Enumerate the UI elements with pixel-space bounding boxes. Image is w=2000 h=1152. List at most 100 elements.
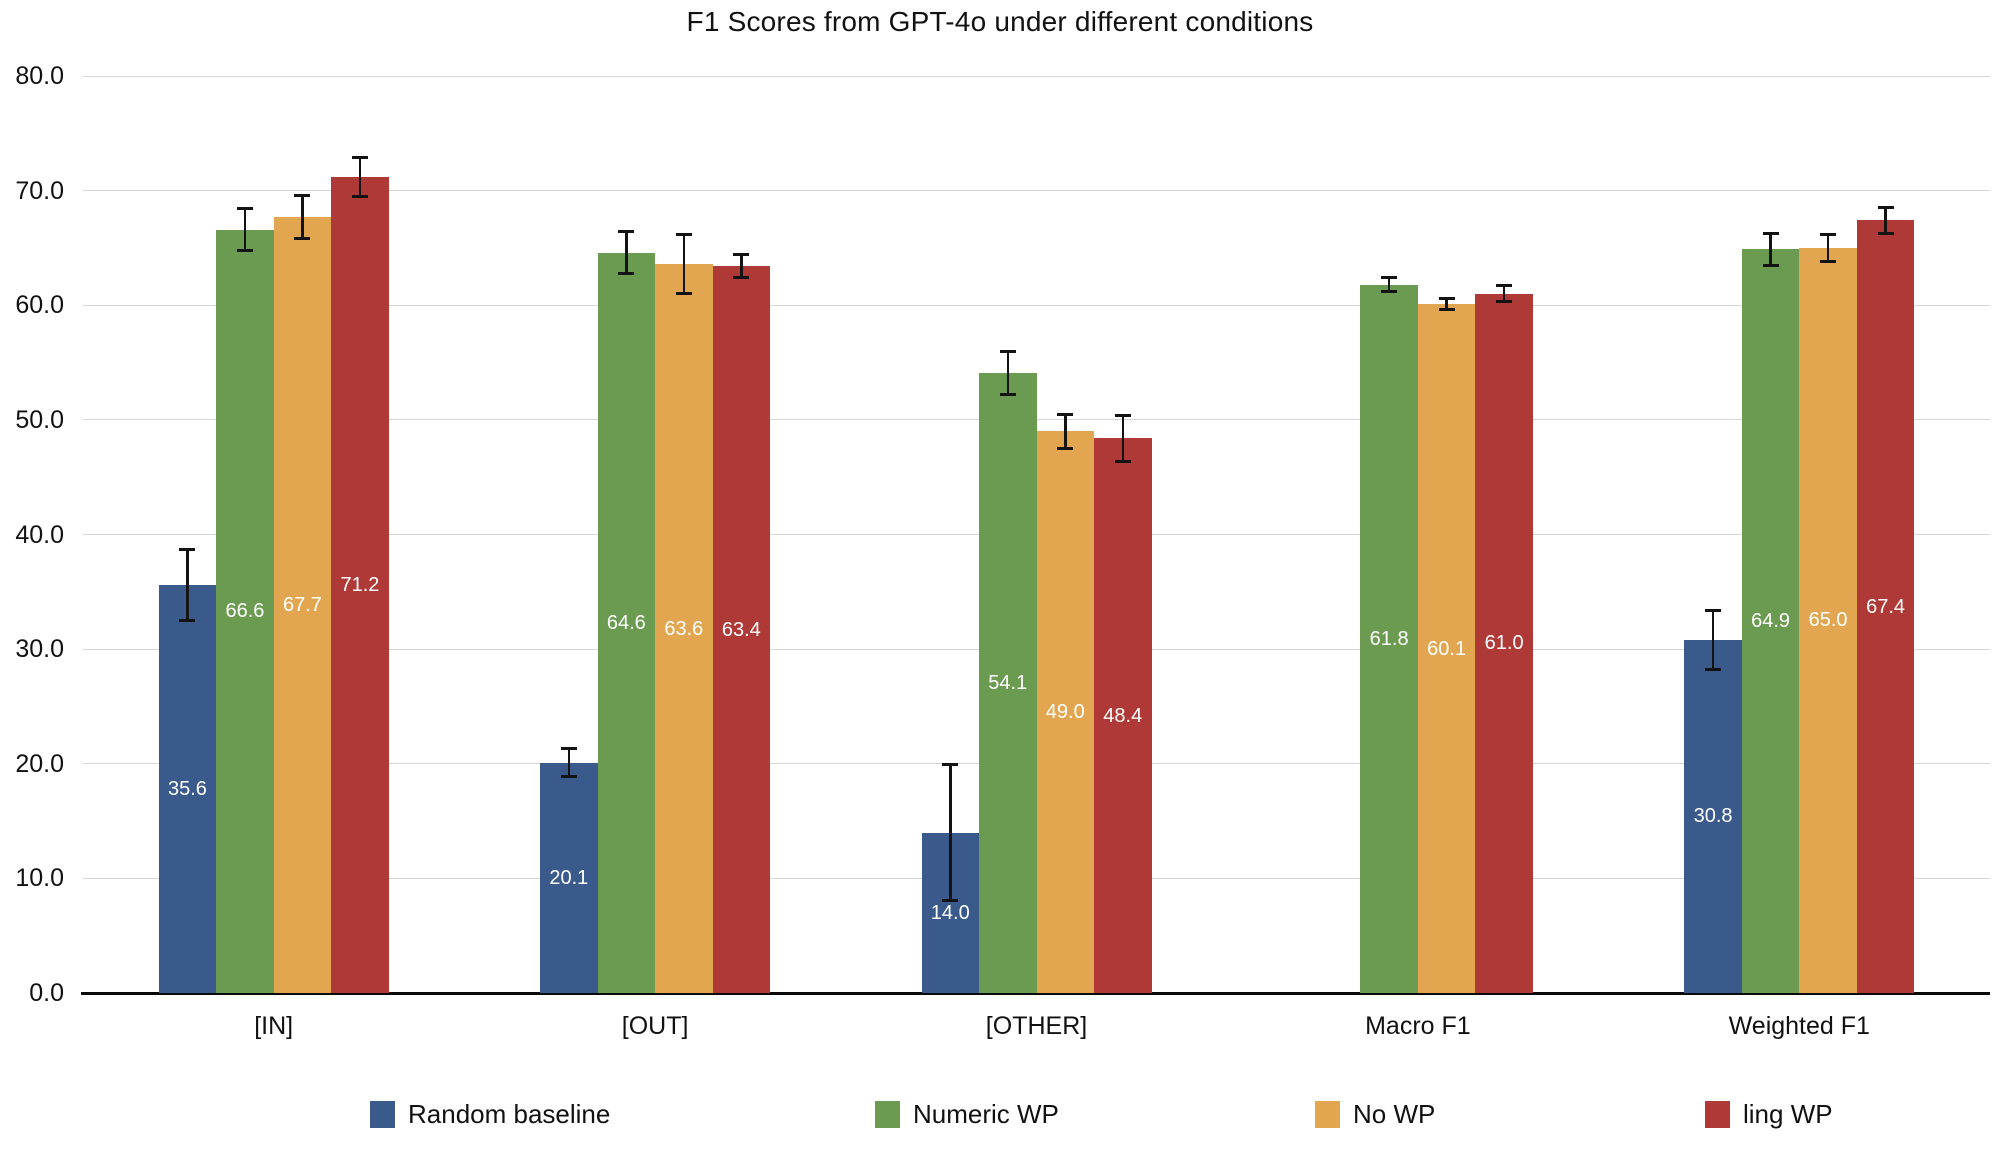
error-bar-cap [942, 763, 959, 767]
error-bar [186, 549, 189, 621]
x-axis: [IN] [OUT] [OTHER] Macro F1 Weighted F1 [83, 1008, 1990, 1048]
error-bar-cap [1381, 290, 1398, 293]
error-bar-cap [1114, 413, 1131, 417]
bar-value-label: 60.1 [1427, 637, 1467, 660]
bar-value-label: 66.6 [225, 600, 265, 623]
error-bar-cap [942, 898, 959, 902]
legend-item-random-baseline: Random baseline [370, 1098, 610, 1130]
gridline [83, 419, 1990, 421]
x-axis-category-label: [IN] [254, 1012, 294, 1040]
error-bar-cap [179, 547, 196, 551]
bar [979, 372, 1037, 993]
x-axis-category-label: Weighted F1 [1728, 1012, 1870, 1040]
error-bar-cap [1820, 260, 1837, 264]
plot-area: 35.6 66.6 67.7 71.2 20.1 64.6 63.6 63.4 14.0 54.1… [81, 75, 1990, 995]
error-bar-cap [618, 271, 635, 275]
error-bar [1121, 415, 1124, 462]
y-axis-tick-label: 80.0 [15, 62, 64, 90]
bar [597, 252, 656, 993]
bar [1856, 220, 1915, 993]
bar-value-label: 35.6 [167, 777, 207, 800]
x-axis-category-label: Macro F1 [1365, 1012, 1471, 1040]
bar [712, 266, 771, 993]
error-bar-cap [1820, 232, 1837, 236]
error-bar [625, 231, 628, 274]
error-bar-cap [675, 232, 692, 236]
bar [540, 762, 598, 993]
legend-item-numeric-wp: Numeric WP [875, 1098, 1059, 1130]
legend-swatch-icon [875, 1100, 900, 1128]
legend-item-ling-wp: ling WP [1705, 1098, 1833, 1130]
bar-value-label: 64.6 [606, 611, 646, 634]
error-bar-cap [618, 230, 635, 234]
legend-swatch-icon [1315, 1100, 1340, 1128]
chart-title: F1 Scores from GPT-4o under different co… [686, 6, 1314, 37]
error-bar [949, 764, 952, 901]
error-bar [358, 157, 362, 197]
legend-swatch-icon [1705, 1100, 1730, 1128]
y-axis-tick-label: 10.0 [15, 864, 64, 893]
legend-label: Random baseline [408, 1098, 611, 1129]
legend-label: ling WP [1743, 1098, 1833, 1129]
bar [331, 176, 389, 993]
bar-value-label: 71.2 [340, 573, 380, 596]
error-bar-cap [1114, 459, 1131, 463]
bar [1094, 438, 1152, 993]
error-bar-cap [1705, 668, 1722, 672]
error-bar-cap [294, 237, 311, 241]
bar-value-label: 64.9 [1751, 610, 1791, 633]
error-bar-cap [1877, 231, 1894, 235]
error-bar-cap [1496, 300, 1513, 304]
bar-value-label: 20.1 [549, 866, 589, 889]
bar-value-label: 54.1 [988, 671, 1028, 694]
y-axis-tick-label: 20.0 [15, 749, 64, 778]
x-axis-category-label: [OUT] [621, 1012, 689, 1040]
y-axis-tick-label: 50.0 [15, 405, 64, 434]
error-bar [740, 254, 743, 278]
error-bar-cap [1057, 412, 1074, 416]
legend-swatch-icon [370, 1100, 395, 1128]
bar [158, 584, 217, 993]
bar-value-label: 30.8 [1693, 805, 1733, 828]
bar-value-label: 14.0 [930, 901, 970, 924]
error-bar-cap [1705, 608, 1722, 612]
error-bar-cap [179, 618, 196, 622]
bar-value-label: 49.0 [1045, 701, 1085, 724]
error-bar-cap [294, 193, 311, 197]
bar-value-label: 61.8 [1369, 627, 1409, 650]
legend: Random baseline Numeric WP No WP ling WP [0, 1098, 2000, 1138]
error-bar [1826, 234, 1830, 262]
error-bar-cap [236, 207, 253, 211]
y-axis-tick-label: 0.0 [29, 979, 64, 1007]
error-bar-cap [675, 292, 692, 296]
error-bar-cap [1877, 206, 1894, 210]
error-bar [301, 195, 304, 239]
error-bar-cap [560, 747, 577, 751]
y-axis-tick-label: 40.0 [15, 520, 64, 549]
error-bar [1387, 277, 1391, 292]
bar-value-label: 67.4 [1866, 595, 1906, 618]
error-bar-cap [733, 276, 750, 280]
bar-value-label: 67.7 [282, 594, 322, 616]
bar-value-label: 61.0 [1484, 632, 1524, 655]
gridline [83, 190, 1990, 192]
legend-item-no-wp: No WP [1315, 1098, 1435, 1130]
bar-group: 30.8 64.9 65.0 67.4 [1684, 76, 1915, 993]
error-bar [682, 234, 686, 294]
error-bar [1884, 207, 1887, 234]
error-bar-cap [1496, 284, 1513, 288]
error-bar-cap [1762, 263, 1779, 267]
error-bar [1064, 414, 1067, 449]
error-bar [1711, 610, 1715, 670]
error-bar-cap [351, 194, 368, 198]
error-bar [1502, 285, 1506, 302]
bar [1417, 304, 1476, 993]
x-axis-line [81, 992, 1990, 995]
bar [1799, 247, 1857, 993]
bar-group: 20.1 64.6 63.6 63.4 [540, 76, 771, 993]
error-bar-cap [1762, 231, 1779, 235]
error-bar-cap [733, 253, 750, 257]
error-bar-cap [1438, 296, 1455, 300]
bar-group: 14.0 54.1 49.0 48.4 [921, 76, 1152, 993]
